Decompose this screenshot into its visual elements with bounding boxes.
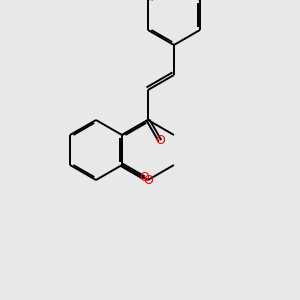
Text: O: O xyxy=(143,173,153,187)
Text: O: O xyxy=(155,134,165,147)
Text: O: O xyxy=(139,171,149,184)
